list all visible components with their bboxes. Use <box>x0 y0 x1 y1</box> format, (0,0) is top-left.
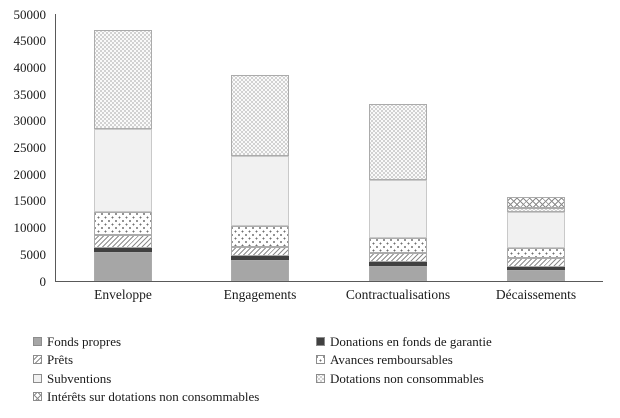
bar-segment <box>231 259 289 281</box>
y-tick-label: 40000 <box>13 59 47 75</box>
legend-swatch <box>33 355 42 365</box>
bar-segment <box>94 251 152 281</box>
bar-segment <box>507 208 565 213</box>
legend-swatch <box>316 355 325 365</box>
bar-segment <box>94 30 152 129</box>
legend-item: Subventions <box>33 370 111 386</box>
y-tick-label: 15000 <box>13 193 47 209</box>
bar <box>94 30 152 281</box>
bar-segment <box>94 128 152 212</box>
category-label: Enveloppe <box>94 287 152 302</box>
y-tick-label: 30000 <box>13 113 47 129</box>
bar-segment <box>507 258 565 268</box>
legend-swatch <box>33 336 42 346</box>
category-label: Engagements <box>223 287 297 302</box>
legend-item: Intérêts sur dotations non consommables <box>33 389 259 405</box>
legend-swatch <box>33 392 42 402</box>
y-tick-label: 45000 <box>13 33 47 49</box>
legend-label: Subventions <box>47 370 112 386</box>
category-label: Contractualisations <box>345 287 451 302</box>
y-tick-label: 10000 <box>13 220 47 236</box>
legend-item: Prêts <box>33 352 73 368</box>
category-label: Décaissements <box>495 287 577 302</box>
bar-segment <box>507 212 565 249</box>
legend-label: Intérêts sur dotations non consommables <box>47 389 260 405</box>
legend-swatch <box>316 336 325 346</box>
bar-segment <box>369 253 427 263</box>
bar-segment <box>369 103 427 180</box>
y-tick-label: 35000 <box>13 86 47 102</box>
bar-segment <box>231 256 289 260</box>
legend-swatch <box>33 373 42 383</box>
y-tick-label: 5000 <box>20 246 46 262</box>
bar-segment <box>369 262 427 266</box>
bar-segment <box>369 238 427 254</box>
legend-label: Dotations non consommables <box>330 370 484 386</box>
y-tick-label: 20000 <box>13 166 47 182</box>
bar-segment <box>231 155 289 226</box>
bar <box>369 103 427 281</box>
legend-item: Dotations non consommables <box>316 370 484 386</box>
bar <box>231 75 289 281</box>
bar-segment <box>507 270 565 281</box>
legend-label: Avances remboursables <box>330 352 453 368</box>
bar-segment <box>507 248 565 259</box>
legend-label: Prêts <box>47 352 73 368</box>
bar-segment <box>231 75 289 156</box>
bar-segment <box>231 246 289 257</box>
legend-item: Donations en fonds de garantie <box>316 333 492 349</box>
y-tick-label: 50000 <box>13 6 47 22</box>
y-tick-label: 0 <box>39 273 47 289</box>
legend-label: Fonds propres <box>47 333 122 349</box>
bar-segment <box>369 179 427 239</box>
x-axis-line <box>54 280 603 282</box>
bar-segment <box>507 197 565 209</box>
y-tick-label: 25000 <box>13 140 47 155</box>
bar-segment <box>94 234 152 248</box>
legend-item: Avances remboursables <box>316 352 453 368</box>
bar <box>507 197 565 281</box>
legend-label: Donations en fonds de garantie <box>330 333 492 349</box>
bar-segment <box>94 211 152 235</box>
legend-swatch <box>316 373 325 383</box>
bar-segment <box>369 265 427 281</box>
bar-segment <box>507 267 565 271</box>
y-axis-line <box>54 14 56 281</box>
bar-segment <box>94 247 152 252</box>
legend-item: Fonds propres <box>33 333 121 349</box>
bar-segment <box>231 226 289 247</box>
